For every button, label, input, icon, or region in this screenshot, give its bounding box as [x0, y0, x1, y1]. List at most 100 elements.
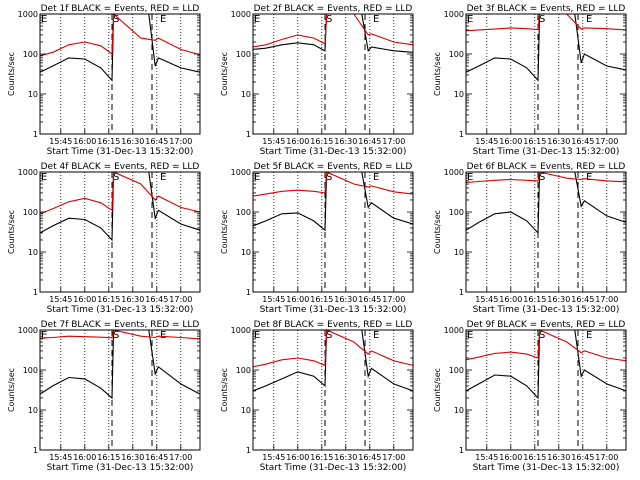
series-line-lld [252, 13, 414, 48]
y-axis-label: Counts/sec [433, 368, 442, 412]
x-tick-label: 17:00 [169, 137, 192, 146]
corner-marker-label: E [467, 14, 473, 25]
y-tick-label: 10 [28, 406, 38, 415]
x-tick-label: 16:45 [571, 137, 594, 146]
x-tick-label: 16:30 [121, 453, 144, 462]
start-marker-label: S [539, 172, 545, 183]
series-line-events [39, 171, 201, 242]
y-tick-label: 100 [449, 366, 464, 375]
panel-title: Det 5f BLACK = Events, RED = LLD [254, 162, 413, 172]
series-line-lld [465, 13, 627, 32]
x-tick-label: 17:00 [595, 137, 618, 146]
x-axis-label: Start Time (31-Dec-13 15:32:00) [473, 463, 620, 473]
x-tick-label: 16:45 [358, 453, 381, 462]
y-tick-label: 1 [459, 130, 464, 139]
start-marker-label: S [113, 14, 119, 25]
series-line-events [465, 13, 627, 82]
plot-frame [252, 13, 414, 135]
series-line-lld [465, 329, 627, 362]
y-tick-label: 1 [246, 130, 251, 139]
x-tick-label: 16:45 [571, 453, 594, 462]
x-tick-label: 16:30 [547, 453, 570, 462]
panel-title: Det 7f BLACK = Events, RED = LLD [41, 320, 200, 330]
y-tick-label: 10 [454, 90, 464, 99]
y-axis-label: Counts/sec [220, 368, 229, 412]
panel-title: Det 6f BLACK = Events, RED = LLD [467, 162, 626, 172]
y-tick-label: 1000 [18, 168, 38, 177]
start-marker-label: S [113, 330, 119, 341]
x-axis-label: Start Time (31-Dec-13 15:32:00) [473, 305, 620, 315]
x-tick-label: 16:15 [310, 453, 333, 462]
x-tick-label: 16:15 [97, 453, 120, 462]
x-tick-label: 16:00 [286, 137, 309, 146]
y-tick-label: 1 [33, 130, 38, 139]
x-tick-label: 16:45 [358, 295, 381, 304]
x-tick-label: 15:45 [262, 453, 285, 462]
corner-marker-label: E [254, 330, 260, 341]
series-line-events [39, 329, 201, 400]
y-tick-label: 10 [28, 248, 38, 257]
y-tick-label: 100 [23, 50, 38, 59]
x-tick-label: 17:00 [382, 137, 405, 146]
plot-frame [465, 171, 627, 293]
corner-marker-label: E [41, 14, 47, 25]
end-marker-label: E [373, 172, 379, 183]
corner-marker-label: E [254, 172, 260, 183]
x-tick-label: 16:45 [358, 137, 381, 146]
plot-frame [39, 13, 201, 135]
y-tick-label: 100 [236, 366, 251, 375]
series-line-lld [252, 171, 414, 197]
y-tick-label: 100 [449, 50, 464, 59]
end-marker-label: E [160, 330, 166, 341]
y-tick-label: 1 [33, 288, 38, 297]
end-marker-label: E [586, 14, 592, 25]
x-tick-label: 16:30 [121, 137, 144, 146]
start-marker-label: S [326, 172, 332, 183]
panel-title: Det 8f BLACK = Events, RED = LLD [254, 320, 413, 330]
y-tick-label: 10 [454, 248, 464, 257]
panel-title: Det 1f BLACK = Events, RED = LLD [41, 4, 200, 14]
y-tick-label: 1000 [18, 326, 38, 335]
x-tick-label: 16:00 [73, 295, 96, 304]
x-tick-label: 16:15 [310, 295, 333, 304]
end-marker-label: E [373, 14, 379, 25]
x-tick-label: 16:00 [286, 453, 309, 462]
series-line-events [252, 329, 414, 392]
x-tick-label: 16:30 [547, 295, 570, 304]
series-line-lld [39, 329, 201, 340]
plot-frame [39, 329, 201, 451]
y-axis-label: Counts/sec [220, 210, 229, 254]
x-tick-label: 15:45 [475, 137, 498, 146]
x-tick-label: 15:45 [49, 295, 72, 304]
corner-marker-label: E [467, 172, 473, 183]
y-tick-label: 10 [28, 90, 38, 99]
x-tick-label: 16:30 [334, 453, 357, 462]
x-tick-label: 16:45 [571, 295, 594, 304]
x-axis-label: Start Time (31-Dec-13 15:32:00) [260, 463, 407, 473]
y-tick-label: 1000 [231, 326, 251, 335]
x-tick-label: 16:00 [499, 295, 522, 304]
x-tick-label: 16:00 [73, 137, 96, 146]
x-tick-label: 16:30 [334, 295, 357, 304]
x-tick-label: 16:00 [499, 137, 522, 146]
x-tick-label: 16:45 [145, 137, 168, 146]
plot-frame [39, 171, 201, 293]
series-line-lld [39, 171, 201, 215]
x-tick-label: 16:30 [547, 137, 570, 146]
x-tick-label: 17:00 [169, 453, 192, 462]
y-axis-label: Counts/sec [433, 210, 442, 254]
series-line-events [252, 171, 414, 232]
panel-title: Det 3f BLACK = Events, RED = LLD [467, 4, 626, 14]
x-tick-label: 17:00 [382, 453, 405, 462]
x-axis-label: Start Time (31-Dec-13 15:32:00) [47, 463, 194, 473]
end-marker-label: E [373, 330, 379, 341]
y-tick-label: 10 [241, 90, 251, 99]
y-tick-label: 100 [449, 208, 464, 217]
x-tick-label: 16:15 [523, 453, 546, 462]
